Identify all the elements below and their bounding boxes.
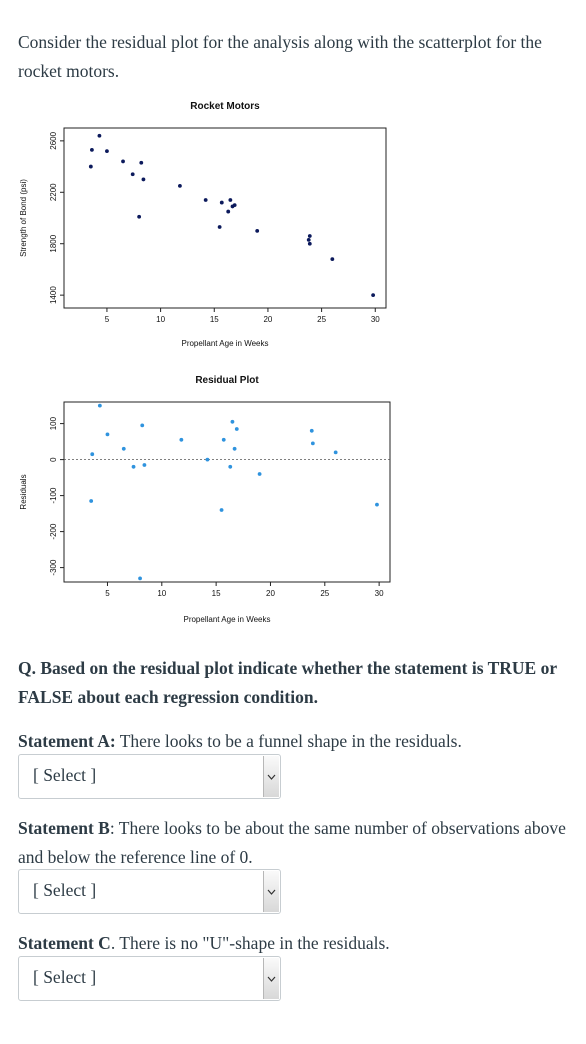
data-point — [219, 200, 224, 205]
data-point — [97, 403, 102, 408]
data-point — [140, 423, 145, 428]
plot-frame — [63, 127, 387, 309]
data-point — [131, 464, 136, 469]
data-point — [333, 450, 338, 455]
data-point — [234, 427, 239, 431]
x-tick-label: 15 — [210, 315, 219, 324]
y-tick-label: 1800 — [49, 234, 58, 252]
data-point — [371, 293, 376, 298]
data-point — [230, 419, 235, 424]
data-point — [232, 203, 237, 208]
statement-c-label: Statement C — [18, 933, 111, 953]
x-tick-label: 25 — [317, 315, 326, 324]
data-point — [205, 457, 210, 462]
data-point — [255, 228, 260, 233]
data-point — [179, 437, 184, 442]
select-value: [ Select ] — [33, 765, 97, 785]
y-tick-label: -100 — [49, 487, 58, 504]
x-tick-label: 10 — [157, 589, 166, 598]
data-point — [139, 160, 144, 165]
statement-c: Statement C. There is no "U"-shape in th… — [18, 929, 574, 958]
data-point — [226, 209, 231, 214]
statement-c-text: . There is no "U"-shape in the residuals… — [110, 933, 390, 953]
residual-plot-figure: Residual Plot 5 10 15 20 25 30 -300 -200 -100 0 10… — [14, 368, 400, 632]
data-point — [130, 172, 135, 177]
y-tick-label: 0 — [49, 457, 58, 462]
statement-b-select[interactable]: [ Select ] — [18, 869, 281, 914]
rocket-motors-scatterplot: Rocket Motors 5 10 15 20 25 30 1400 1800 2200 260… — [19, 101, 387, 348]
x-tick-label: 5 — [105, 315, 110, 324]
statement-c-select[interactable]: [ Select ] — [18, 956, 281, 1001]
data-point — [219, 508, 224, 512]
plot-frame — [63, 401, 391, 583]
data-point — [137, 214, 142, 219]
data-point — [142, 463, 147, 467]
y-tick-label: 2600 — [49, 131, 58, 149]
question-text: Q. Based on the residual plot indicate w… — [18, 658, 557, 707]
data-point — [330, 257, 335, 262]
data-point — [121, 159, 125, 164]
data-point — [310, 441, 315, 446]
data-point — [141, 177, 146, 182]
y-tick-label: -200 — [49, 523, 58, 540]
statement-b-label: Statement B — [18, 818, 110, 838]
chevron-down-icon[interactable] — [263, 958, 279, 999]
data-point — [203, 198, 208, 202]
data-point — [307, 234, 312, 238]
data-point — [105, 432, 110, 437]
data-point — [306, 237, 311, 242]
statement-a-label: Statement A: — [18, 731, 116, 751]
intro-text: Consider the residual plot for the analy… — [18, 32, 542, 81]
y-tick-label: 100 — [49, 416, 58, 430]
data-point — [88, 164, 93, 169]
y-tick-label: 1400 — [49, 286, 58, 304]
data-point — [217, 225, 222, 229]
data-point — [105, 149, 109, 154]
x-tick-label: 25 — [320, 589, 329, 598]
chart-title: Rocket Motors — [190, 101, 260, 112]
x-tick-label: 5 — [105, 589, 110, 598]
x-tick-label: 10 — [156, 315, 165, 324]
data-point — [221, 437, 226, 442]
data-point — [89, 499, 94, 503]
x-axis-label: Propellant Age in Weeks — [183, 615, 270, 624]
scatterplot-figure: Rocket Motors 5 10 15 20 25 30 1400 1800 2200 260… — [14, 92, 400, 358]
x-tick-label: 20 — [263, 315, 272, 324]
x-tick-label: 30 — [371, 315, 380, 324]
data-point — [138, 576, 142, 581]
statement-b-text: : There looks to be about the same numbe… — [18, 818, 566, 867]
chevron-down-icon[interactable] — [263, 871, 279, 912]
x-axis-label: Propellant Age in Weeks — [181, 339, 268, 348]
select-value: [ Select ] — [33, 967, 97, 987]
data-point — [97, 133, 102, 138]
y-axis-label: Residuals — [19, 474, 28, 509]
data-point — [309, 428, 314, 433]
y-axis-label: Strength of Bond (psi) — [19, 179, 28, 257]
data-point — [228, 198, 233, 202]
statement-a-select[interactable]: [ Select ] — [18, 754, 281, 799]
statement-a: Statement A: There looks to be a funnel … — [18, 727, 574, 756]
data-point — [228, 464, 233, 469]
data-point — [90, 452, 95, 457]
y-tick-label: -300 — [49, 559, 58, 576]
data-point — [375, 502, 379, 507]
data-point — [257, 472, 262, 476]
statement-b: Statement B: There looks to be about the… — [18, 814, 574, 872]
data-point — [121, 446, 126, 451]
select-value: [ Select ] — [33, 880, 97, 900]
data-point — [307, 241, 312, 246]
chevron-down-icon[interactable] — [263, 756, 279, 797]
data-point — [90, 147, 94, 152]
x-tick-label: 30 — [375, 589, 384, 598]
x-tick-label: 20 — [266, 589, 275, 598]
y-tick-label: 2200 — [49, 183, 58, 201]
residual-plot: Residual Plot 5 10 15 20 25 30 -300 -200 -100 0 10… — [19, 375, 391, 624]
data-point — [178, 183, 182, 188]
statement-a-text: There looks to be a funnel shape in the … — [115, 731, 462, 751]
x-tick-label: 15 — [212, 589, 221, 598]
data-point — [232, 446, 237, 451]
chart-title: Residual Plot — [195, 375, 259, 386]
